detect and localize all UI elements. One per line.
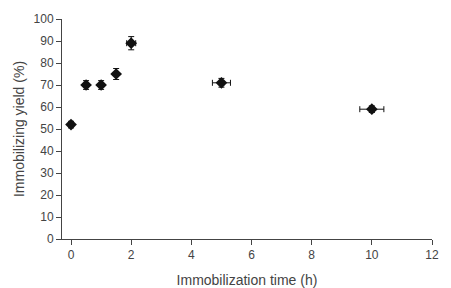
svg-text:80: 80 xyxy=(40,56,54,70)
svg-text:6: 6 xyxy=(248,248,255,262)
svg-text:70: 70 xyxy=(40,78,54,92)
svg-text:Immobilization time (h): Immobilization time (h) xyxy=(177,272,318,288)
svg-text:4: 4 xyxy=(188,248,195,262)
svg-text:12: 12 xyxy=(425,248,439,262)
svg-text:8: 8 xyxy=(308,248,315,262)
svg-text:0: 0 xyxy=(47,232,54,246)
svg-text:20: 20 xyxy=(40,188,54,202)
svg-text:60: 60 xyxy=(40,100,54,114)
svg-text:50: 50 xyxy=(40,122,54,136)
svg-text:10: 10 xyxy=(40,210,54,224)
svg-text:90: 90 xyxy=(40,34,54,48)
svg-text:10: 10 xyxy=(365,248,379,262)
svg-text:Immobilizing yield (%): Immobilizing yield (%) xyxy=(11,61,27,197)
svg-text:40: 40 xyxy=(40,144,54,158)
svg-text:30: 30 xyxy=(40,166,54,180)
svg-text:2: 2 xyxy=(128,248,135,262)
svg-text:100: 100 xyxy=(34,12,54,26)
svg-text:0: 0 xyxy=(68,248,75,262)
